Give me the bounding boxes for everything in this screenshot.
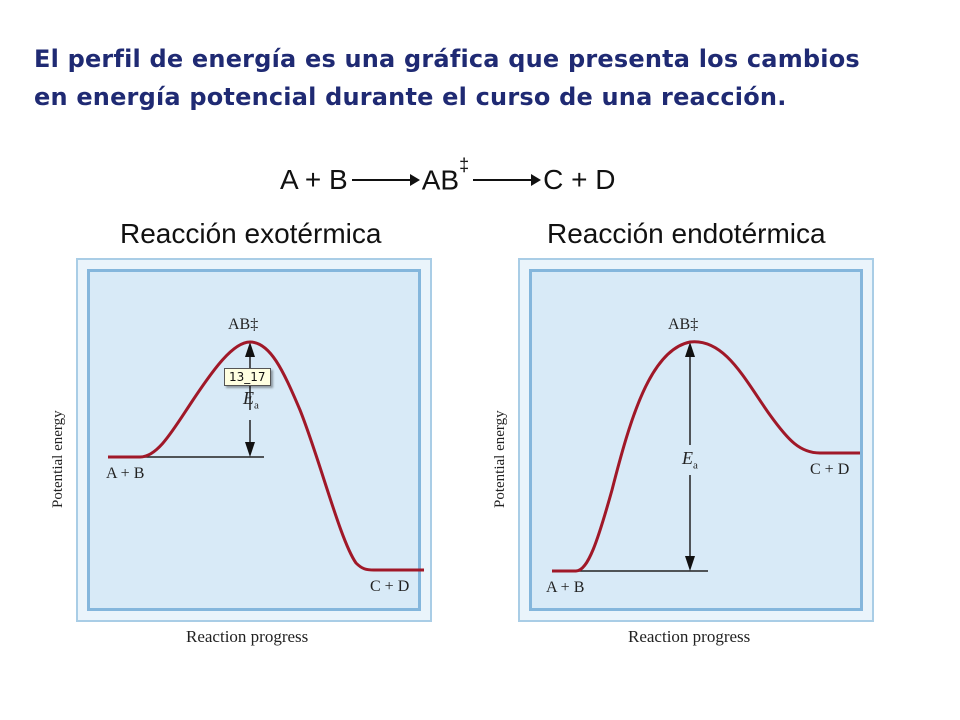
endothermic-chart-frame: AB‡ Ea A + B C + D bbox=[518, 258, 874, 622]
equation-products: C + D bbox=[543, 164, 616, 195]
tooltip: 13_17 bbox=[224, 368, 271, 386]
arrow-right-icon bbox=[351, 174, 420, 186]
activation-energy-label: Ea bbox=[243, 388, 259, 412]
exothermic-energy-curve bbox=[108, 340, 424, 572]
activation-energy-label: Ea bbox=[682, 448, 698, 472]
transition-state-label: AB‡ bbox=[228, 316, 259, 333]
products-label: C + D bbox=[370, 578, 410, 595]
arrow-right-icon bbox=[473, 174, 542, 186]
reaction-equation: A + B AB‡ C + D bbox=[280, 155, 616, 198]
reactants-label: A + B bbox=[106, 465, 145, 482]
heading-line-1: El perfil de energía es una gráfica que … bbox=[34, 45, 860, 73]
equation-reactants: A + B bbox=[280, 164, 348, 195]
transition-state-label: AB‡ bbox=[668, 316, 699, 333]
endothermic-energy-curve bbox=[552, 340, 860, 573]
heading-line-2: en energía potencial durante el curso de… bbox=[34, 83, 787, 111]
endothermic-y-axis-label: Potential energy bbox=[492, 410, 508, 508]
exothermic-chart-frame: AB‡ Ea A + B C + D bbox=[76, 258, 432, 622]
exothermic-plot-area bbox=[87, 269, 421, 611]
exothermic-x-axis-label: Reaction progress bbox=[186, 627, 309, 646]
endothermic-x-axis-label: Reaction progress bbox=[628, 627, 751, 646]
reactants-label: A + B bbox=[546, 579, 585, 596]
exothermic-y-axis-label: Potential energy bbox=[50, 410, 66, 508]
products-label: C + D bbox=[810, 461, 850, 478]
exothermic-title: Reacción exotérmica bbox=[120, 218, 382, 249]
endothermic-title: Reacción endotérmica bbox=[547, 218, 826, 249]
equation-transition-state: AB‡ bbox=[421, 155, 470, 196]
slide-heading: El perfil de energía es una gráfica que … bbox=[34, 40, 944, 116]
endothermic-plot-area bbox=[529, 269, 863, 611]
